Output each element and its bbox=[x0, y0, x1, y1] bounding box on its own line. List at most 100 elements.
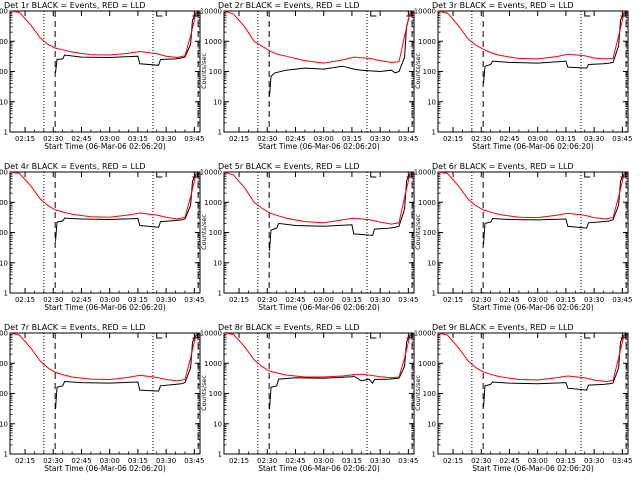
y-tick-label: 10 bbox=[427, 98, 436, 106]
panel-title: Det 4r BLACK = Events, RED = LLD bbox=[4, 162, 146, 171]
events-series-line bbox=[483, 334, 625, 408]
x-tick-label: 03:00 bbox=[314, 135, 334, 143]
lld-series-line bbox=[438, 172, 625, 220]
y-tick-label: 10 bbox=[0, 259, 8, 267]
y-tick-label: 1 bbox=[4, 129, 8, 137]
x-axis-label: Start Time (06-Mar-06 02:06:20) bbox=[44, 464, 166, 473]
y-tick-label: 10000 bbox=[414, 8, 436, 16]
panel-title: Det 5r BLACK = Events, RED = LLD bbox=[218, 162, 360, 171]
y-tick-label: 100 bbox=[423, 390, 436, 398]
x-tick-label: 02:30 bbox=[471, 135, 491, 143]
x-tick-label: 02:15 bbox=[443, 457, 463, 465]
top-bracket-mark bbox=[156, 11, 163, 17]
x-tick-label: 03:00 bbox=[314, 457, 334, 465]
x-tick-label: 02:45 bbox=[499, 457, 519, 465]
lld-series-line bbox=[10, 172, 197, 220]
x-tick-label: 02:15 bbox=[229, 296, 249, 304]
x-tick-label: 03:30 bbox=[370, 135, 390, 143]
x-tick-label: 03:30 bbox=[584, 296, 604, 304]
y-tick-label: 1000 bbox=[0, 199, 8, 207]
events-series-line bbox=[55, 12, 197, 73]
x-axis-label: Start Time (06-Mar-06 02:06:20) bbox=[44, 142, 166, 151]
x-axis-label: Start Time (06-Mar-06 02:06:20) bbox=[258, 303, 380, 312]
y-tick-label: 10 bbox=[427, 259, 436, 267]
panel-title: Det 1r BLACK = Events, RED = LLD bbox=[4, 1, 146, 10]
y-tick-label: 10000 bbox=[0, 330, 8, 338]
y-tick-label: 1 bbox=[432, 129, 436, 137]
lld-series-line bbox=[224, 172, 411, 225]
y-tick-label: 1 bbox=[4, 451, 8, 459]
panel-title-detector: Det 8r bbox=[218, 323, 244, 332]
x-tick-label: 03:00 bbox=[100, 457, 120, 465]
panel-title: Det 6r BLACK = Events, RED = LLD bbox=[432, 162, 574, 171]
x-tick-label: 03:15 bbox=[556, 457, 576, 465]
x-tick-label: 02:30 bbox=[43, 457, 63, 465]
panel-title: Det 7r BLACK = Events, RED = LLD bbox=[4, 323, 146, 332]
y-tick-label: 10 bbox=[213, 259, 222, 267]
top-bracket-mark bbox=[584, 333, 591, 339]
y-axis-label: Counts/sec bbox=[414, 374, 422, 411]
lld-series-line bbox=[438, 333, 625, 383]
panel-title-legend: BLACK = Events, RED = LLD bbox=[243, 323, 360, 332]
x-tick-label: 03:00 bbox=[528, 135, 548, 143]
x-tick-label: 03:15 bbox=[128, 296, 148, 304]
lld-series-line bbox=[10, 11, 197, 59]
x-tick-label: 03:45 bbox=[398, 457, 418, 465]
top-bracket-mark bbox=[584, 172, 591, 178]
x-tick-label: 03:30 bbox=[156, 135, 176, 143]
panel-title-legend: BLACK = Events, RED = LLD bbox=[457, 1, 574, 10]
x-tick-label: 03:15 bbox=[128, 457, 148, 465]
x-tick-label: 03:15 bbox=[556, 296, 576, 304]
y-tick-label: 10000 bbox=[200, 330, 222, 338]
x-axis-label: Start Time (06-Mar-06 02:06:20) bbox=[258, 464, 380, 473]
panel-title-legend: BLACK = Events, RED = LLD bbox=[29, 323, 146, 332]
y-tick-label: 1 bbox=[218, 290, 222, 298]
x-tick-label: 03:30 bbox=[584, 135, 604, 143]
x-tick-label: 02:15 bbox=[229, 135, 249, 143]
panel-title-legend: BLACK = Events, RED = LLD bbox=[457, 323, 574, 332]
x-tick-label: 03:15 bbox=[342, 296, 362, 304]
x-tick-label: 03:00 bbox=[100, 135, 120, 143]
x-tick-label: 02:15 bbox=[15, 457, 35, 465]
lld-series-line bbox=[438, 11, 625, 60]
panel-title: Det 3r BLACK = Events, RED = LLD bbox=[432, 1, 574, 10]
events-series-line bbox=[55, 173, 197, 242]
top-bracket-mark bbox=[406, 11, 412, 17]
y-tick-label: 100 bbox=[209, 68, 222, 76]
y-tick-label: 1000 bbox=[418, 360, 436, 368]
x-axis-label: Start Time (06-Mar-06 02:06:20) bbox=[472, 464, 594, 473]
panel-title-detector: Det 6r bbox=[432, 162, 458, 171]
y-tick-label: 100 bbox=[0, 390, 8, 398]
x-tick-label: 02:30 bbox=[43, 135, 63, 143]
top-bracket-mark bbox=[370, 172, 377, 178]
y-tick-label: 10 bbox=[213, 98, 222, 106]
x-tick-label: 03:15 bbox=[128, 135, 148, 143]
y-tick-label: 100 bbox=[209, 229, 222, 237]
x-axis-label: Start Time (06-Mar-06 02:06:20) bbox=[258, 142, 380, 151]
lld-series-line bbox=[224, 333, 411, 379]
panel-title-detector: Det 7r bbox=[4, 323, 30, 332]
y-tick-label: 100 bbox=[0, 229, 8, 237]
top-bracket-mark bbox=[156, 172, 163, 178]
x-tick-label: 02:45 bbox=[285, 296, 305, 304]
y-tick-label: 1 bbox=[432, 290, 436, 298]
y-tick-label: 10000 bbox=[200, 169, 222, 177]
panel-title-legend: BLACK = Events, RED = LLD bbox=[29, 1, 146, 10]
x-tick-label: 03:45 bbox=[612, 135, 632, 143]
top-bracket-mark bbox=[156, 333, 163, 339]
x-tick-label: 02:45 bbox=[285, 135, 305, 143]
y-tick-label: 10000 bbox=[0, 169, 8, 177]
panel-title-legend: BLACK = Events, RED = LLD bbox=[243, 162, 360, 171]
y-tick-label: 1000 bbox=[418, 38, 436, 46]
x-tick-label: 03:00 bbox=[314, 296, 334, 304]
x-tick-label: 03:00 bbox=[528, 457, 548, 465]
x-tick-label: 02:45 bbox=[71, 457, 91, 465]
panel-title-legend: BLACK = Events, RED = LLD bbox=[243, 1, 360, 10]
y-tick-label: 1 bbox=[432, 451, 436, 459]
y-tick-label: 1000 bbox=[204, 199, 222, 207]
